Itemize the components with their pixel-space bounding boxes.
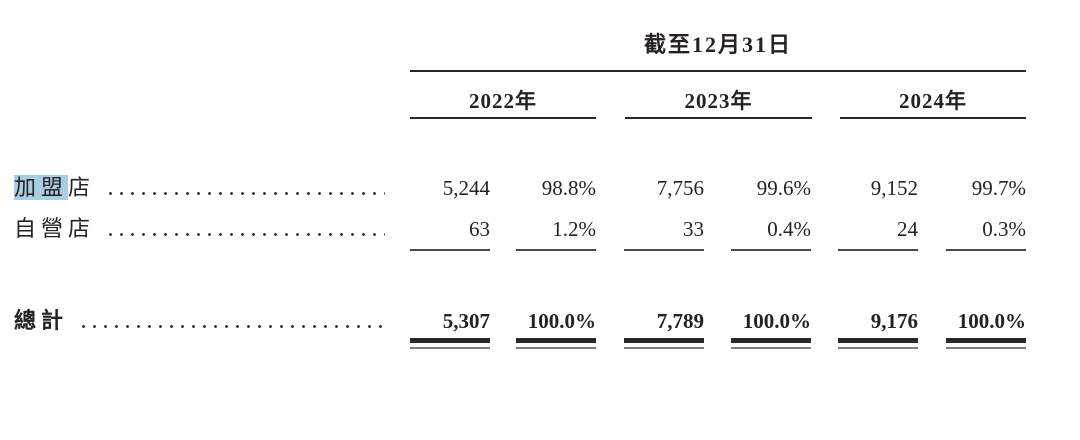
total-double-underline-thick xyxy=(516,338,596,343)
period-header: 截至12月31日 xyxy=(643,32,792,57)
total-double-underline-thin xyxy=(838,347,918,349)
column-underline xyxy=(410,249,490,251)
row-label-rest: 店 xyxy=(68,175,96,200)
percentage-2023: 0.4% xyxy=(767,217,811,241)
total-store-count-2022: 5,307 xyxy=(442,309,490,333)
total-double-underline-thin xyxy=(946,347,1026,349)
store-count-2022: 5,244 xyxy=(442,176,490,200)
total-percentage-2024: 100.0% xyxy=(957,309,1026,333)
column-underline xyxy=(731,249,811,251)
row-label-text: 加盟店 xyxy=(14,173,95,203)
table-row-self-operated-stores: 自營店 63 1.2% 33 0.4% 24 0.3% xyxy=(0,214,1026,244)
year-header-2022: 2022年 xyxy=(469,89,537,113)
dot-leader xyxy=(105,214,385,244)
store-count-2024: 24 xyxy=(897,217,918,241)
percentage-2024: 99.7% xyxy=(971,176,1026,200)
total-double-underline-thin xyxy=(410,347,490,349)
total-percentage-2022: 100.0% xyxy=(527,309,596,333)
row-label-rest: 自營店 xyxy=(14,216,96,241)
column-underline xyxy=(838,249,918,251)
table-row-total: 總計 5,307 100.0% 7,789 100.0% 9,176 100.0… xyxy=(0,306,1026,336)
total-double-underline-thick xyxy=(731,338,811,343)
total-store-count-2023: 7,789 xyxy=(656,309,704,333)
row-label-franchise-stores: 加盟店 xyxy=(0,173,410,203)
dot-leader xyxy=(78,306,385,336)
total-double-underline-thick xyxy=(410,338,490,343)
total-percentage-2023: 100.0% xyxy=(742,309,811,333)
store-count-2023: 7,756 xyxy=(656,176,704,200)
total-double-underline-thick xyxy=(624,338,704,343)
year-header-rule-2022 xyxy=(410,117,596,119)
year-header-2024: 2024年 xyxy=(899,89,967,113)
year-header-2023: 2023年 xyxy=(684,89,753,113)
column-underline xyxy=(946,249,1026,251)
row-label-total: 總計 xyxy=(0,306,410,336)
total-double-underline-thick xyxy=(946,338,1026,343)
highlighted-text: 加盟 xyxy=(14,175,69,200)
percentage-2022: 98.8% xyxy=(541,176,596,200)
store-count-2022: 63 xyxy=(469,217,490,241)
store-count-2023: 33 xyxy=(683,217,704,241)
total-double-underline-thin xyxy=(516,347,596,349)
year-header-rule-2024 xyxy=(840,117,1026,119)
dot-leader xyxy=(105,173,385,203)
row-label-self-operated-stores: 自營店 xyxy=(0,214,410,244)
column-underline xyxy=(516,249,596,251)
column-underline xyxy=(624,249,704,251)
percentage-2023: 99.6% xyxy=(756,176,811,200)
year-header-rule-2023 xyxy=(625,117,812,119)
table-row-franchise-stores: 加盟店 5,244 98.8% 7,756 99.6% 9,152 99.7% xyxy=(0,173,1026,203)
total-double-underline-thick xyxy=(838,338,918,343)
store-count-2024: 9,152 xyxy=(870,176,918,200)
total-double-underline-thin xyxy=(624,347,704,349)
row-label-text: 總計 xyxy=(14,308,69,333)
percentage-2022: 1.2% xyxy=(552,217,596,241)
total-store-count-2024: 9,176 xyxy=(870,309,918,333)
period-header-rule xyxy=(410,70,1026,72)
row-label-text: 自營店 xyxy=(14,214,95,244)
percentage-2024: 0.3% xyxy=(982,217,1026,241)
total-double-underline-thin xyxy=(731,347,811,349)
